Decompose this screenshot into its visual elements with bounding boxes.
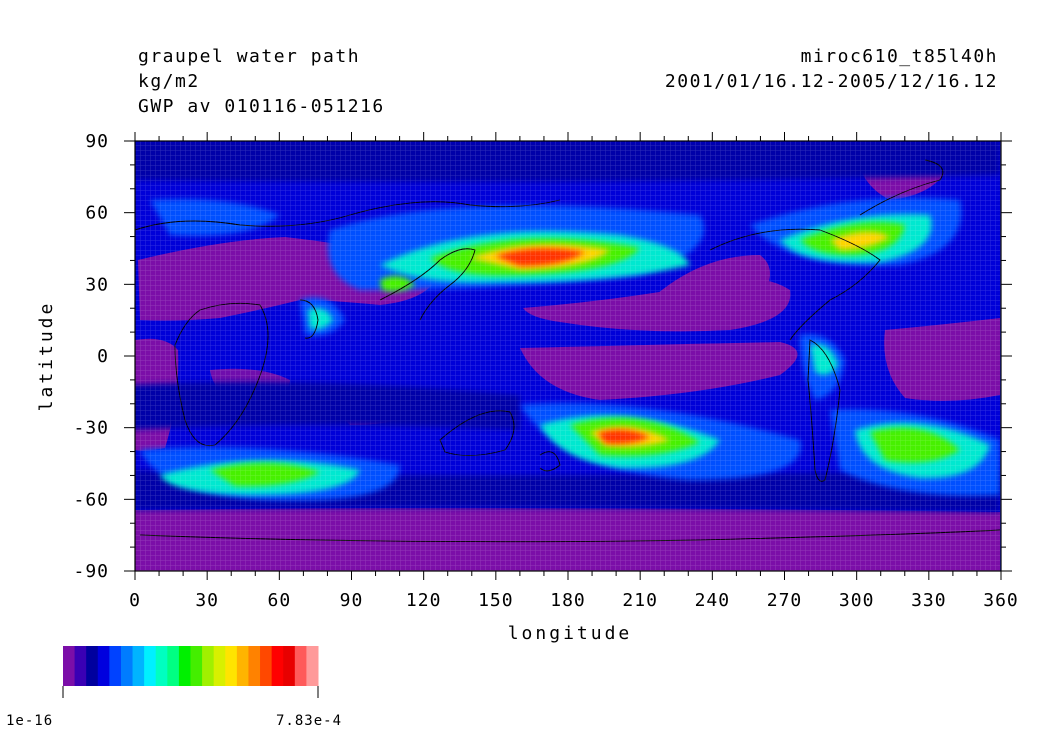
colorbar-max-label: 7.83e-4: [276, 713, 342, 729]
colorbar-swatch: [202, 646, 215, 686]
colorbar-swatch: [283, 646, 296, 686]
colorbar-swatch: [144, 646, 157, 686]
colorbar-swatch: [155, 646, 168, 686]
model-name: miroc610_t85l40h: [801, 46, 998, 67]
x-tick-label: 60: [267, 590, 291, 611]
y-tick-label: 0: [97, 346, 109, 367]
x-tick-label: 300: [839, 590, 875, 611]
x-tick-label: 240: [695, 590, 731, 611]
map-field: [135, 141, 1001, 571]
colorbar-swatch: [97, 646, 110, 686]
colorbar-min-label: 1e-16: [6, 713, 53, 729]
colorbar-swatch: [236, 646, 249, 686]
time-period: 2001/01/16.12-2005/12/16.12: [665, 71, 998, 92]
x-tick-label: 120: [406, 590, 442, 611]
colorbar-swatch: [306, 646, 319, 686]
y-axis-title: latitude: [36, 301, 57, 412]
x-tick-label: 150: [478, 590, 514, 611]
x-tick-label: 330: [911, 590, 947, 611]
y-axis: 90 60 30 0 -30 -60 -90: [73, 131, 1012, 582]
x-tick-label: 210: [622, 590, 658, 611]
colorbar-swatch: [271, 646, 284, 686]
x-tick-label: 360: [983, 590, 1019, 611]
x-axis-title: longitude: [508, 623, 633, 644]
y-tick-label: 90: [85, 131, 109, 152]
x-tick-label: 30: [195, 590, 219, 611]
grid-overlay: [135, 141, 1001, 571]
units-label: kg/m2: [138, 71, 200, 92]
description-label: GWP av 010116-051216: [138, 96, 385, 117]
y-tick-label: -30: [73, 418, 109, 439]
colorbar-swatch: [260, 646, 273, 686]
colorbar-swatch: [190, 646, 203, 686]
colorbar-swatch: [86, 646, 99, 686]
x-tick-label: 90: [340, 590, 364, 611]
colorbar-swatch: [109, 646, 122, 686]
colorbar-swatch: [132, 646, 145, 686]
colorbar-swatch: [74, 646, 87, 686]
x-axis: 0 30 60 90 120 150 180 210 240 270 300 330 360: [129, 132, 1019, 611]
y-tick-label: 60: [85, 203, 109, 224]
colorbar-swatch: [120, 646, 134, 686]
colorbar: [62, 646, 319, 698]
colorbar-swatch: [63, 646, 76, 686]
colorbar-swatch: [178, 646, 191, 686]
y-tick-label: 30: [85, 274, 109, 295]
colorbar-swatch: [248, 646, 261, 686]
y-tick-label: -60: [73, 489, 109, 510]
colorbar-swatch: [225, 646, 238, 686]
colorbar-swatch: [167, 646, 180, 686]
x-tick-label: 0: [129, 590, 141, 611]
colorbar-swatch: [294, 646, 307, 686]
y-tick-label: -90: [73, 561, 109, 582]
x-tick-label: 270: [767, 590, 803, 611]
variable-name: graupel water path: [138, 46, 360, 67]
colorbar-swatch: [213, 646, 226, 686]
x-tick-label: 180: [550, 590, 586, 611]
